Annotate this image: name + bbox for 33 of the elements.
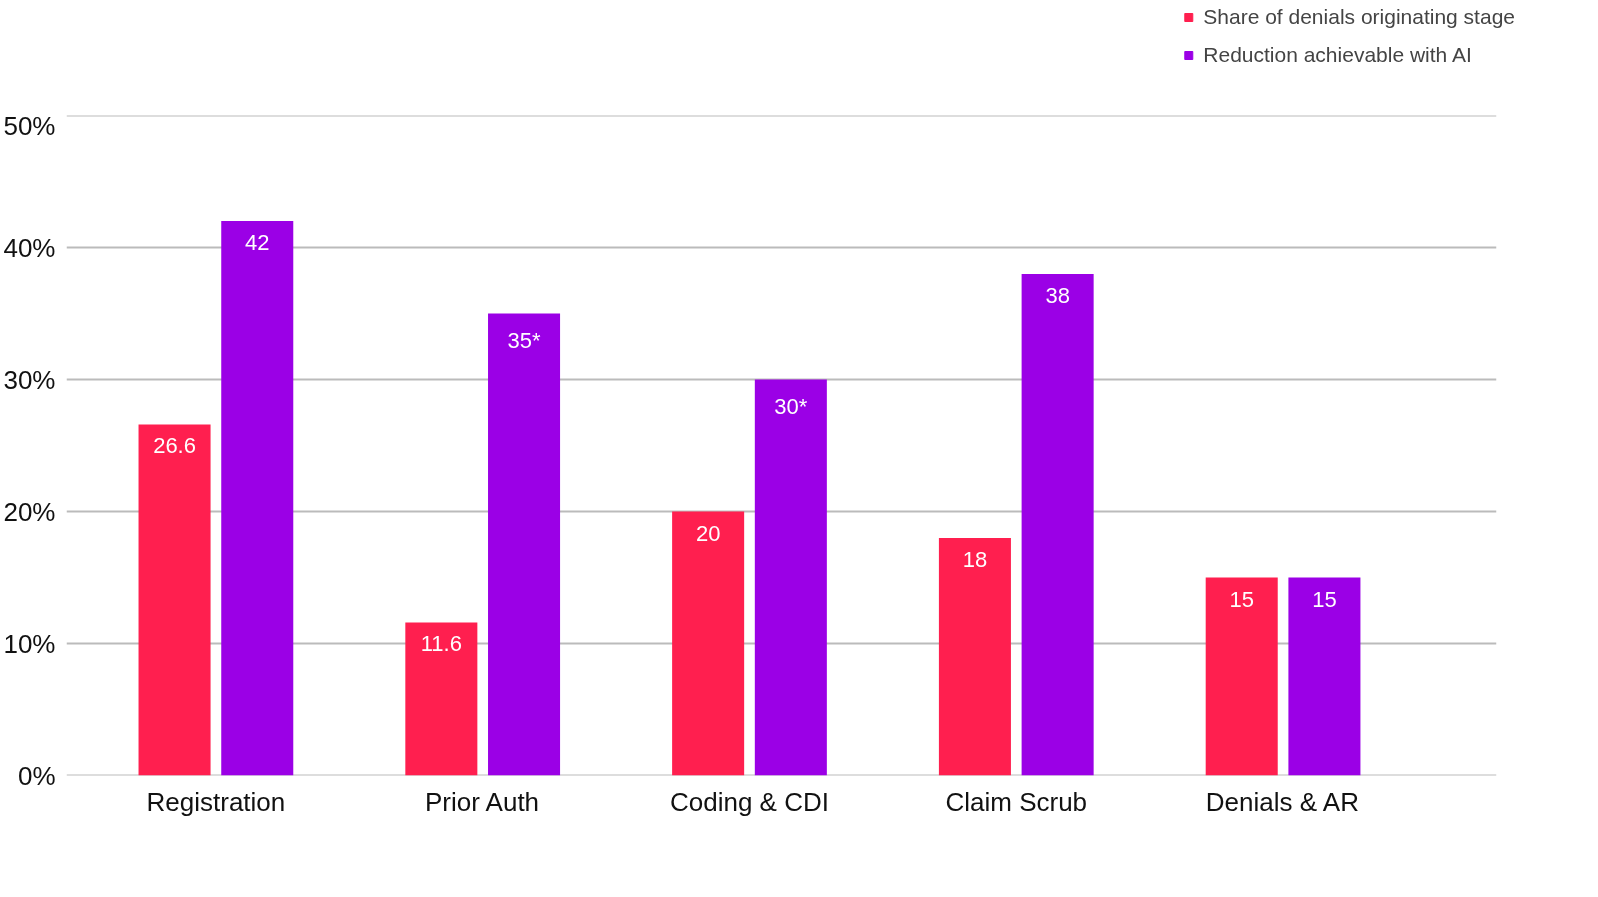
y-tick-label: 30%: [3, 364, 56, 395]
x-tick-label: Registration: [146, 786, 286, 817]
bar: [405, 622, 478, 776]
data-label: 15: [1312, 586, 1337, 612]
data-label: 38: [1045, 282, 1070, 308]
data-label: 35*: [507, 327, 541, 353]
bar: [672, 511, 745, 776]
data-label: 11.6: [420, 631, 462, 657]
data-label: 20: [695, 520, 721, 546]
bar: [1021, 273, 1094, 776]
y-tick-label: 0%: [17, 760, 56, 791]
data-label: 26.6: [153, 433, 196, 459]
x-tick-label: Denials & AR: [1205, 786, 1359, 817]
x-tick-label: Claim Scrub: [945, 786, 1088, 817]
data-label: 42: [245, 230, 270, 256]
bar: [138, 424, 211, 776]
y-tick-label: 50%: [3, 110, 56, 141]
data-label: 18: [962, 546, 988, 572]
x-tick-label: Coding & CDI: [670, 786, 829, 817]
y-tick-label: 20%: [3, 496, 56, 527]
bar: [754, 379, 827, 776]
y-tick-label: 40%: [3, 232, 56, 263]
data-label: 15: [1229, 586, 1254, 612]
legend-label: Share of denials originating stage: [1203, 5, 1515, 29]
legend-label: Reduction achievable with AI: [1203, 43, 1472, 67]
data-label: 30*: [774, 393, 808, 419]
bar: [221, 221, 294, 776]
bar: [938, 537, 1011, 776]
bar: [488, 313, 561, 776]
x-tick-label: Prior Auth: [424, 786, 540, 817]
y-tick-label: 10%: [3, 628, 56, 659]
bar: [1205, 577, 1278, 776]
bar: [1288, 577, 1361, 776]
